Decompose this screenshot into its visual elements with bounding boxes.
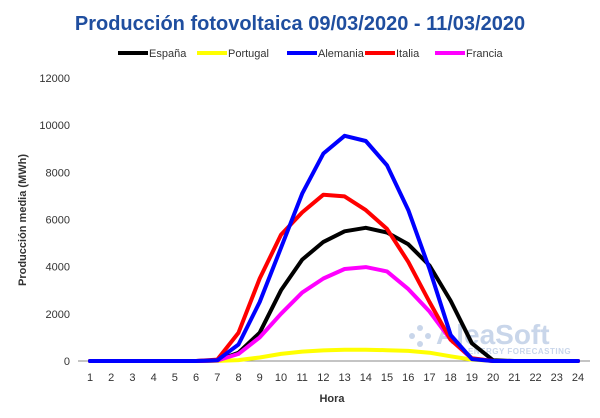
x-tick-label: 7 bbox=[214, 372, 220, 384]
watermark-logo: AleaSoft ENERGY FORECASTING bbox=[409, 319, 571, 356]
x-tick-label: 18 bbox=[445, 372, 457, 384]
x-tick-label: 8 bbox=[235, 372, 241, 384]
legend-label: España bbox=[149, 48, 187, 60]
y-tick-label: 0 bbox=[64, 356, 70, 368]
y-axis-label: Producción media (MWh) bbox=[17, 154, 29, 286]
y-tick-label: 12000 bbox=[39, 73, 70, 85]
watermark-dot bbox=[417, 341, 423, 347]
x-tick-label: 15 bbox=[381, 372, 393, 384]
x-tick-label: 13 bbox=[338, 372, 350, 384]
legend-label: Francia bbox=[466, 48, 504, 60]
y-tick-label: 6000 bbox=[46, 215, 70, 227]
x-tick-label: 17 bbox=[423, 372, 435, 384]
x-tick-label: 5 bbox=[172, 372, 178, 384]
x-tick-label: 1 bbox=[87, 372, 93, 384]
x-tick-label: 4 bbox=[151, 372, 157, 384]
x-tick-label: 9 bbox=[257, 372, 263, 384]
watermark-dot bbox=[409, 333, 415, 339]
series-lines bbox=[88, 133, 580, 363]
x-tick-label: 16 bbox=[402, 372, 414, 384]
watermark-tagline: ENERGY FORECASTING bbox=[468, 347, 571, 356]
x-tick-label: 3 bbox=[129, 372, 135, 384]
y-tick-label: 8000 bbox=[46, 167, 70, 179]
x-tick-label: 10 bbox=[275, 372, 287, 384]
y-tick-label: 10000 bbox=[39, 120, 70, 132]
chart-title: Producción fotovoltaica 09/03/2020 - 11/… bbox=[75, 13, 525, 35]
x-tick-label: 23 bbox=[551, 372, 563, 384]
legend-label: Portugal bbox=[228, 48, 269, 60]
series-line-alemania bbox=[88, 133, 580, 363]
x-tick-label: 21 bbox=[508, 372, 520, 384]
x-tick-label: 2 bbox=[108, 372, 114, 384]
x-tick-label: 14 bbox=[360, 372, 372, 384]
watermark-dot bbox=[425, 333, 431, 339]
y-tick-label: 4000 bbox=[46, 262, 70, 274]
legend-label: Italia bbox=[396, 48, 420, 60]
x-tick-label: 6 bbox=[193, 372, 199, 384]
x-tick-label: 20 bbox=[487, 372, 499, 384]
legend-label: Alemania bbox=[318, 48, 365, 60]
watermark-brand: AleaSoft bbox=[436, 319, 550, 350]
y-tick-label: 2000 bbox=[46, 309, 70, 321]
legend: España Portugal Alemania Italia Francia bbox=[118, 48, 504, 60]
x-tick-label: 11 bbox=[296, 372, 307, 384]
watermark-dot bbox=[417, 325, 423, 331]
x-tick-label: 24 bbox=[572, 372, 584, 384]
x-tick-label: 12 bbox=[317, 372, 329, 384]
x-axis-label: Hora bbox=[319, 393, 345, 405]
x-tick-label: 19 bbox=[466, 372, 478, 384]
x-tick-label: 22 bbox=[529, 372, 541, 384]
